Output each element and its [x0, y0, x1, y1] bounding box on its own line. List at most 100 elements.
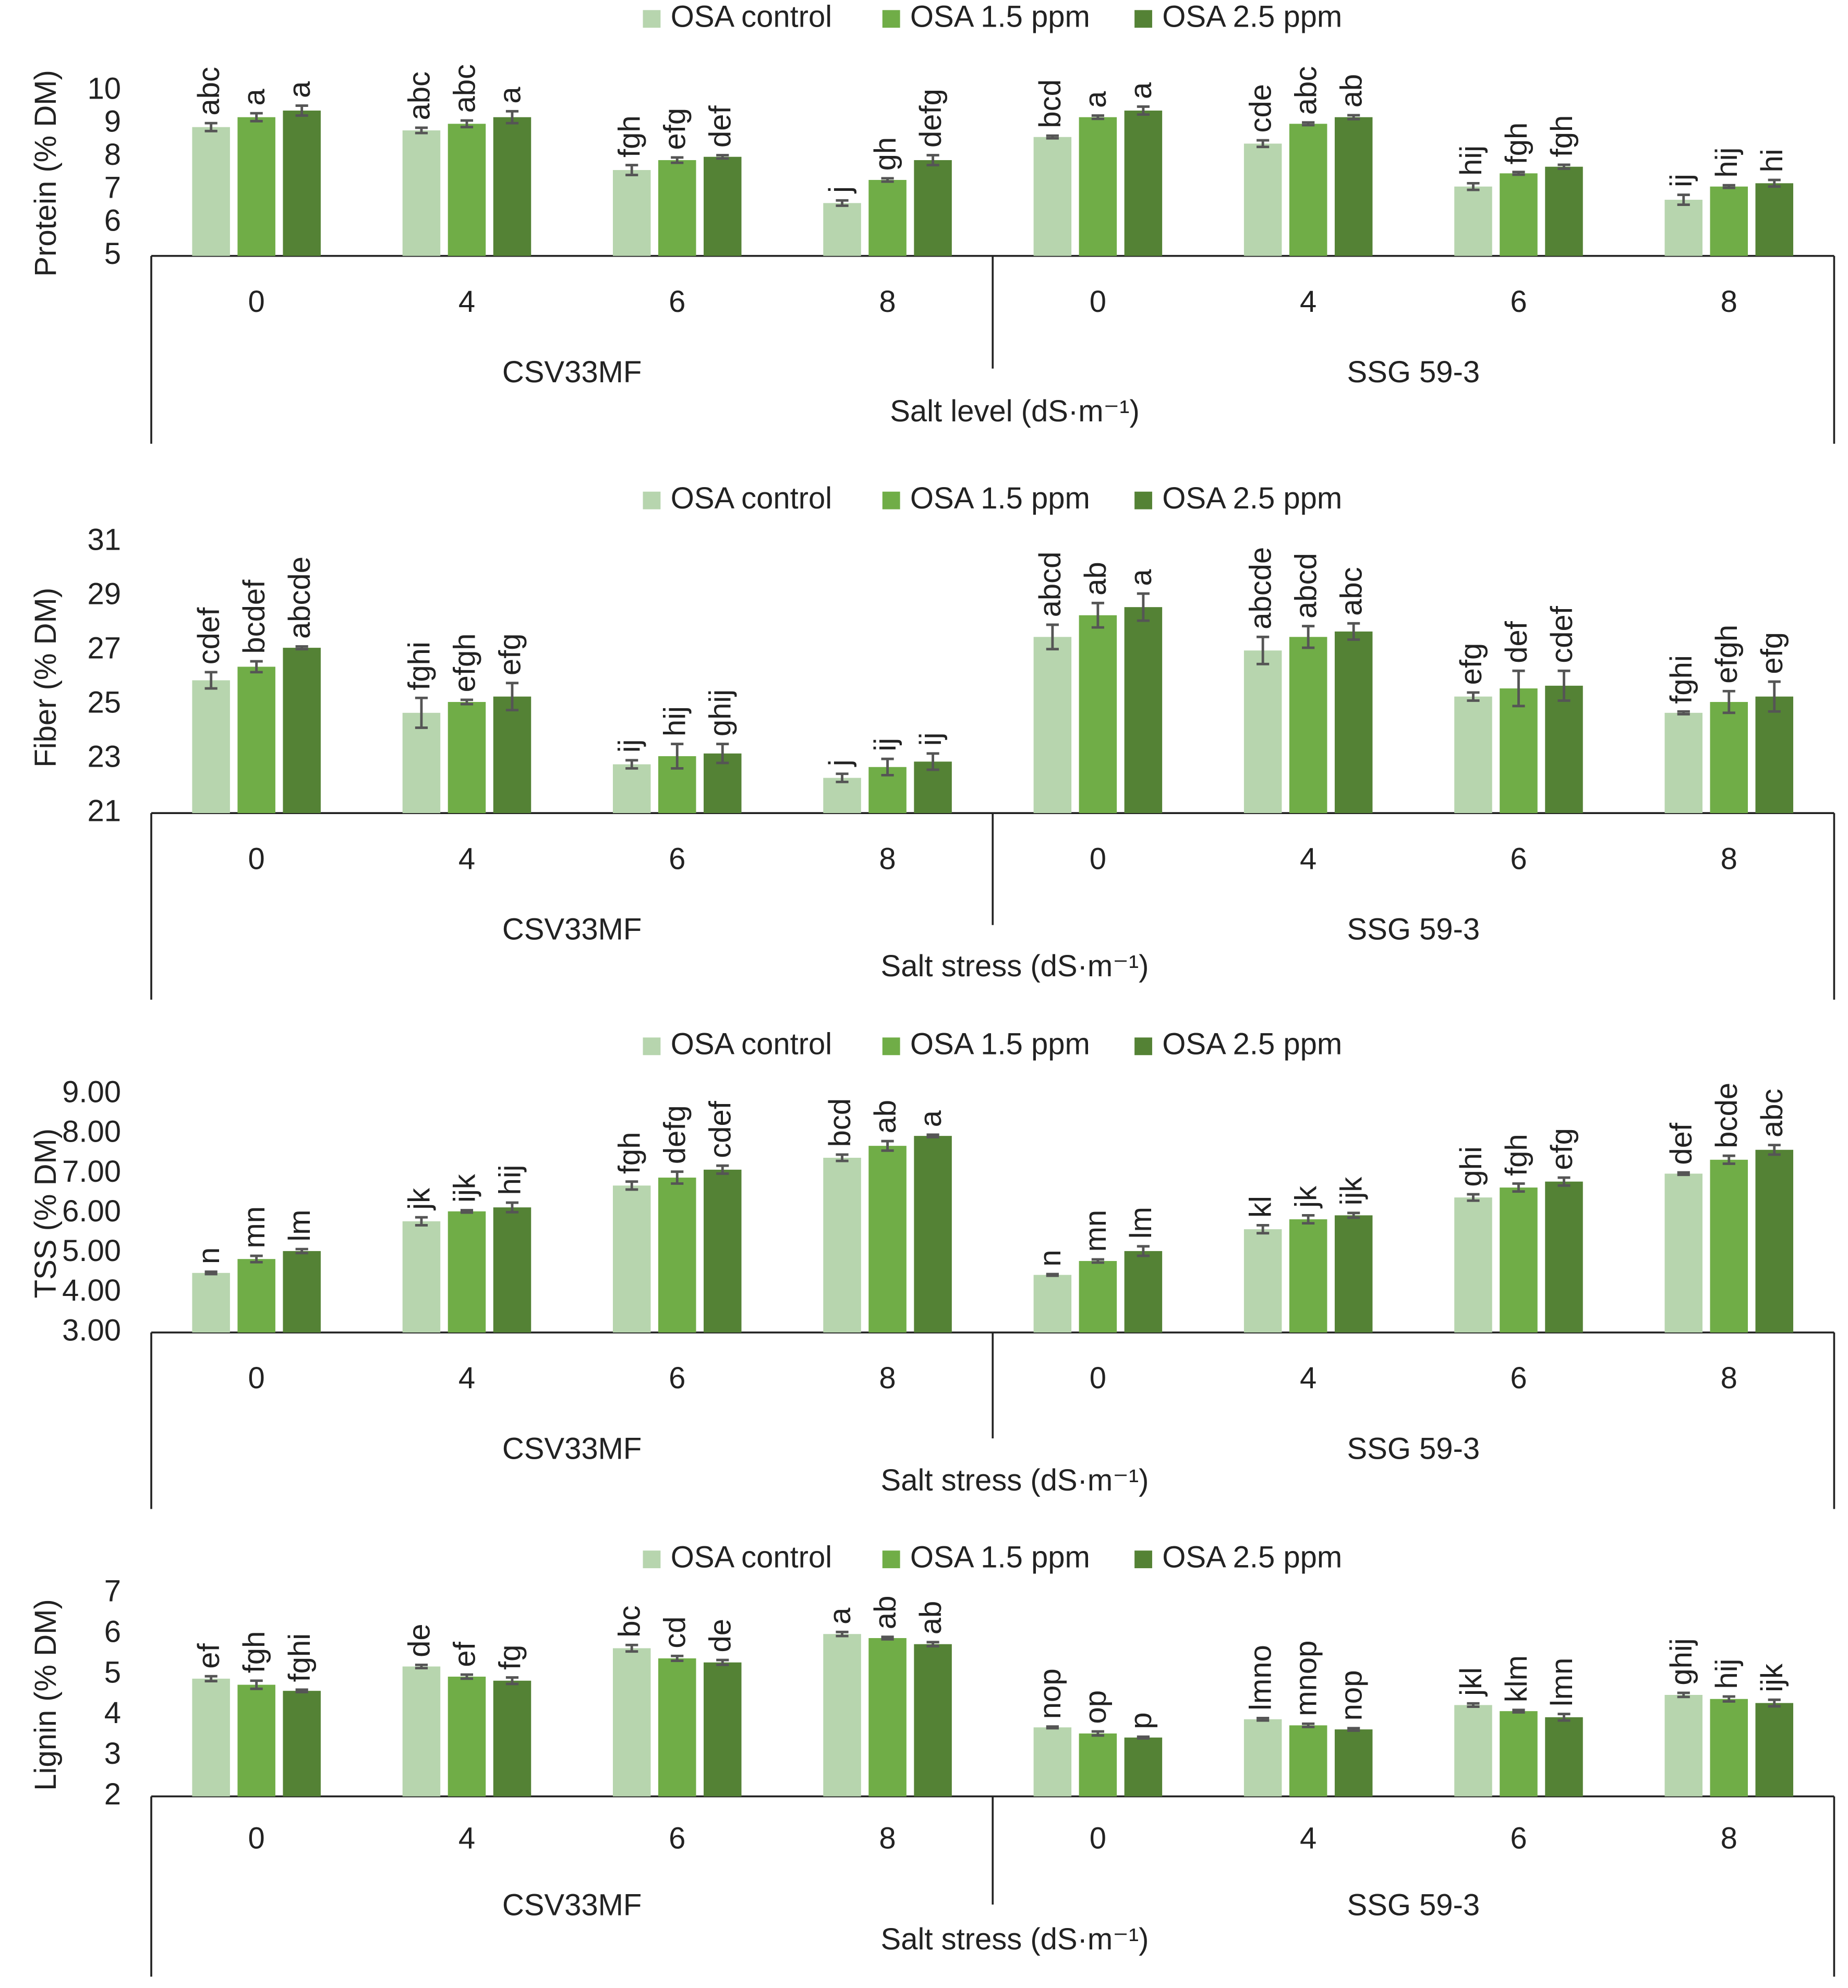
- error-bar: [250, 660, 263, 674]
- error-bar: [204, 1675, 218, 1682]
- bar: [1500, 688, 1538, 814]
- bar: [1033, 1727, 1072, 1797]
- bar: [402, 1666, 441, 1797]
- bar: [1124, 607, 1163, 814]
- error-bar: [836, 199, 849, 207]
- y-tick-label: 8: [104, 138, 121, 172]
- significance-letter: kl: [1243, 1196, 1277, 1218]
- y-tick-label: 9: [104, 105, 121, 139]
- error-bar: [836, 772, 849, 783]
- legend-swatch: [882, 1037, 900, 1056]
- significance-letter: fg: [493, 1645, 527, 1670]
- error-bar: [1512, 669, 1525, 708]
- x-tick-label: 6: [1510, 842, 1527, 876]
- significance-letter: fgh: [613, 1132, 647, 1174]
- significance-letter: def: [1664, 1122, 1698, 1165]
- significance-letter: ef: [448, 1641, 481, 1667]
- error-bar: [1347, 114, 1360, 120]
- x-tick-label: 0: [248, 1822, 265, 1856]
- significance-letter: a: [823, 1607, 857, 1625]
- error-bar: [881, 1635, 894, 1641]
- significance-letter: cdef: [192, 607, 226, 665]
- significance-letter: a: [237, 89, 271, 106]
- bar: [283, 1691, 321, 1797]
- significance-letter: fgh: [1545, 115, 1579, 157]
- legend-swatch: [643, 1550, 661, 1569]
- error-bar: [926, 154, 939, 166]
- significance-letter: klm: [1500, 1655, 1533, 1702]
- significance-letter: lm: [283, 1209, 317, 1241]
- bar: [192, 680, 230, 814]
- bar: [868, 1146, 907, 1333]
- significance-letter: lmn: [1545, 1658, 1579, 1706]
- error-bar: [460, 1673, 474, 1680]
- bar: [402, 1221, 441, 1333]
- y-tick-label: 5.00: [62, 1234, 121, 1268]
- error-bar: [625, 759, 638, 770]
- error-bar: [295, 1247, 308, 1255]
- significance-letter: efg: [1755, 632, 1789, 674]
- error-bar: [881, 757, 894, 777]
- bar: [613, 170, 651, 256]
- error-bar: [625, 1180, 638, 1191]
- x-axis-title: Salt stress (dS·m⁻¹): [881, 949, 1149, 983]
- error-bar: [204, 1270, 218, 1276]
- error-bar: [415, 696, 428, 729]
- legend-swatch: [643, 1037, 661, 1056]
- bar: [493, 1207, 532, 1333]
- group-label: CSV33MF: [502, 1888, 642, 1922]
- error-bar: [716, 743, 729, 765]
- x-tick-label: 0: [1090, 1361, 1106, 1395]
- bar: [1124, 1737, 1163, 1797]
- x-tick-label: 6: [669, 1822, 685, 1856]
- legend-swatch: [882, 1550, 900, 1569]
- bar: [868, 1638, 907, 1797]
- significance-letter: efgh: [1710, 625, 1744, 684]
- bar: [1755, 183, 1794, 256]
- bar: [1500, 1187, 1538, 1333]
- bar: [1545, 166, 1583, 256]
- error-bar: [1137, 1245, 1150, 1257]
- bar: [448, 124, 486, 256]
- significance-letter: def: [704, 105, 738, 148]
- error-bar: [1347, 622, 1360, 641]
- bar: [1664, 712, 1703, 814]
- x-tick-label: 0: [248, 842, 265, 876]
- error-bar: [1302, 1214, 1315, 1225]
- bar: [823, 203, 861, 256]
- y-tick-label: 31: [88, 523, 122, 557]
- error-bar: [1046, 134, 1059, 140]
- bar: [1755, 696, 1794, 814]
- significance-letter: cd: [658, 1616, 692, 1648]
- bar: [1454, 1197, 1492, 1333]
- x-tick-label: 6: [1510, 1822, 1527, 1856]
- significance-letter: hi: [1755, 149, 1789, 172]
- legend-label: OSA 2.5 ppm: [1162, 1027, 1342, 1061]
- significance-letter: a: [914, 1110, 948, 1127]
- legend-label: OSA control: [671, 0, 832, 34]
- error-bar: [1137, 1735, 1150, 1740]
- bar: [1033, 637, 1072, 814]
- significance-letter: bcd: [823, 1098, 857, 1147]
- significance-letter: def: [1500, 621, 1533, 663]
- bar: [448, 702, 486, 814]
- error-bar: [250, 112, 263, 123]
- bar: [402, 130, 441, 256]
- significance-letter: fgh: [613, 115, 647, 157]
- legend-swatch: [643, 10, 661, 28]
- error-bar: [716, 154, 729, 160]
- error-bar: [295, 645, 308, 651]
- significance-letter: hij: [1454, 146, 1488, 176]
- bar: [1454, 186, 1492, 256]
- y-tick-label: 3.00: [62, 1313, 121, 1347]
- y-tick-label: 27: [88, 632, 122, 665]
- significance-letter: mnop: [1289, 1641, 1323, 1716]
- error-bar: [415, 1216, 428, 1227]
- bar: [1033, 137, 1072, 256]
- y-tick-label: 6.00: [62, 1194, 121, 1228]
- bar: [1710, 1699, 1748, 1797]
- error-bar: [926, 1641, 939, 1648]
- significance-letter: gh: [868, 137, 902, 171]
- significance-letter: nop: [1335, 1670, 1369, 1721]
- significance-letter: hij: [493, 1165, 527, 1195]
